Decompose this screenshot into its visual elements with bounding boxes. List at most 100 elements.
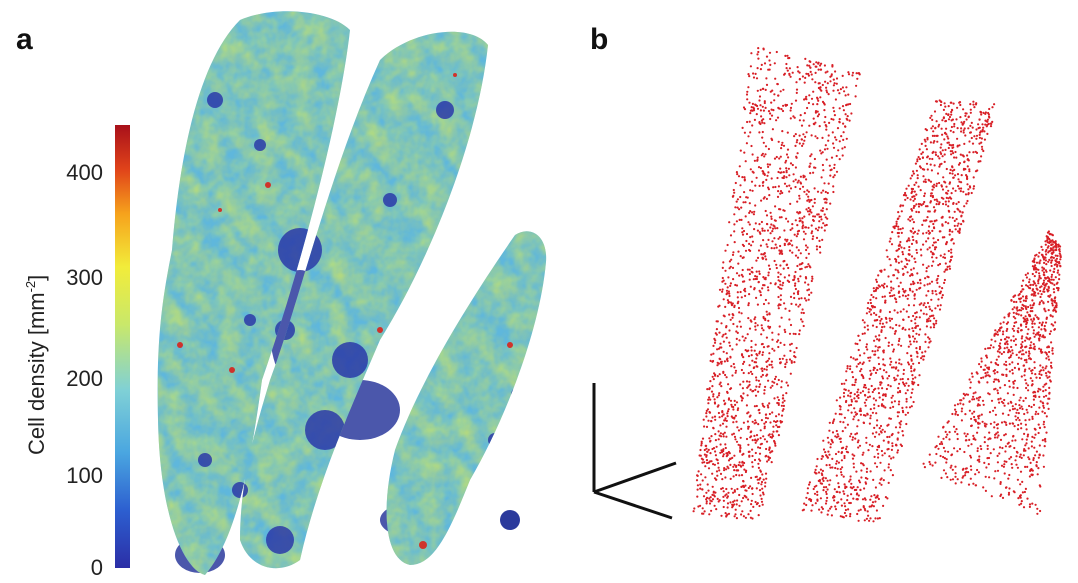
cell-point [750, 349, 753, 352]
cell-point [1045, 357, 1048, 360]
cell-point [785, 381, 788, 384]
cell-point [836, 89, 840, 92]
cell-point [967, 192, 970, 195]
cell-point [873, 426, 876, 429]
cell-point [876, 338, 879, 341]
cell-point [829, 202, 832, 205]
cell-point [1003, 363, 1006, 366]
cell-point [821, 151, 824, 154]
cell-point [781, 401, 784, 404]
cell-point [821, 163, 825, 167]
cell-point [913, 294, 916, 297]
cell-point [755, 434, 759, 437]
cell-point [889, 295, 892, 298]
cell-point [780, 414, 784, 417]
cell-point [917, 185, 920, 188]
cell-point [834, 98, 838, 101]
cell-point [846, 423, 850, 426]
cell-point [967, 483, 971, 486]
cell-point [1050, 259, 1053, 262]
cell-point [898, 337, 901, 340]
cell-point [792, 173, 795, 176]
cell-point [818, 220, 821, 223]
cell-point [792, 292, 796, 295]
cell-point [787, 57, 790, 60]
cell-point [814, 71, 817, 74]
cell-point [821, 83, 824, 87]
cell-point [835, 154, 838, 158]
cell-point [1034, 373, 1037, 376]
cell-point [775, 263, 778, 266]
cell-point [816, 137, 819, 140]
cell-point [804, 135, 807, 138]
cell-point [770, 360, 774, 363]
cell-point [960, 121, 963, 124]
cell-point-cloud [692, 47, 1062, 523]
cell-point [996, 454, 999, 457]
cell-point [813, 187, 816, 190]
cell-point [905, 400, 908, 403]
cell-point [890, 366, 894, 369]
cell-point [764, 145, 768, 148]
cell-point [829, 443, 832, 446]
cell-point [986, 381, 989, 384]
cell-point [914, 376, 917, 379]
cell-point [1006, 346, 1009, 349]
cell-point [909, 198, 912, 201]
cell-point [757, 462, 760, 465]
cell-point [1054, 321, 1057, 324]
cell-point [1043, 290, 1046, 293]
cell-point [980, 376, 983, 380]
cell-point [914, 318, 917, 321]
cell-point [825, 464, 828, 467]
cell-point [925, 266, 928, 270]
cell-point [989, 452, 992, 455]
cell-point [882, 439, 885, 442]
cell-point [1013, 425, 1016, 428]
cell-point [996, 392, 1000, 395]
cell-point [777, 190, 780, 193]
cell-point [779, 294, 783, 297]
cell-point [1028, 278, 1031, 281]
cell-point [755, 296, 758, 299]
cell-point [799, 114, 802, 117]
cell-point [918, 157, 922, 161]
cell-point [942, 469, 946, 472]
cell-point [1031, 415, 1034, 418]
cell-point [843, 511, 847, 515]
cell-point [944, 181, 947, 184]
cell-point [742, 244, 746, 248]
cell-point [719, 342, 722, 345]
cell-point [795, 346, 798, 350]
cell-point [948, 216, 951, 219]
cell-point [768, 357, 771, 360]
cell-point [935, 322, 938, 325]
cell-point [1033, 292, 1036, 295]
cell-point [756, 438, 760, 441]
cell-point [748, 383, 751, 386]
cell-point [797, 249, 800, 252]
cell-point [801, 220, 804, 223]
cell-point [1026, 384, 1030, 387]
cell-point [856, 358, 859, 361]
cell-point [931, 134, 935, 137]
cell-point [1046, 346, 1049, 349]
cell-point [896, 415, 900, 418]
cell-point [928, 341, 931, 344]
cell-point [760, 199, 763, 202]
cell-point [948, 265, 951, 268]
cell-point [915, 203, 918, 206]
cell-point [757, 47, 760, 50]
cell-point [807, 252, 811, 255]
cell-point [710, 353, 713, 356]
cell-point [882, 504, 885, 507]
cell-point [897, 225, 900, 228]
cell-point [839, 396, 842, 399]
cell-point [748, 327, 752, 330]
cell-point [712, 344, 715, 347]
cell-point [960, 127, 963, 130]
cell-point [901, 204, 905, 207]
cell-point [731, 316, 734, 319]
cell-point [930, 127, 933, 130]
cell-point [726, 359, 729, 363]
